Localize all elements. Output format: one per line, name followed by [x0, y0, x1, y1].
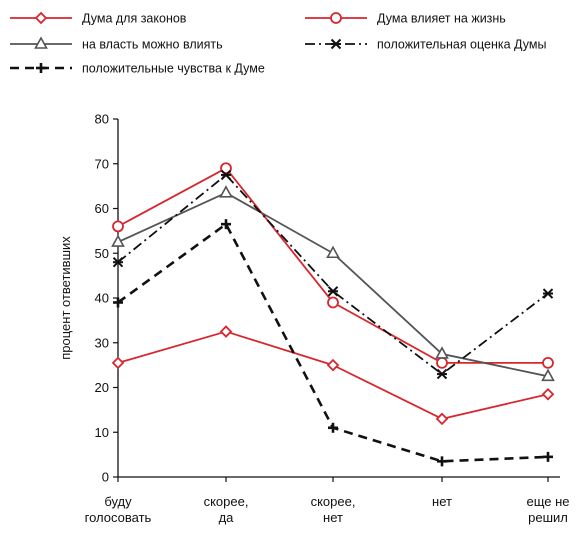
data-point — [220, 169, 232, 181]
series — [111, 325, 555, 426]
data-point — [543, 451, 553, 462]
data-point — [113, 297, 123, 308]
data-point — [219, 325, 233, 338]
legend: Дума для законов Дума влияет на жизнь на в… — [10, 12, 546, 76]
data-point — [435, 346, 449, 359]
data-point — [112, 256, 124, 268]
axes: 0 10 20 30 40 50 60 70 80 буду голосовать скорее, да… — [58, 112, 570, 526]
legend-item: положительная оценка Думы — [305, 38, 546, 52]
data-point — [111, 234, 125, 247]
x-tick-label: нет — [432, 494, 452, 509]
data-point — [542, 356, 554, 369]
legend-marker — [34, 11, 48, 25]
y-tick-label: 30 — [95, 335, 109, 350]
x-tick-label: еще не решил — [526, 494, 569, 525]
series — [113, 219, 553, 467]
legend-label: на власть можно влиять — [82, 38, 223, 52]
data-point — [436, 368, 448, 380]
data-point — [328, 422, 338, 433]
legend-marker — [330, 38, 342, 50]
legend-marker — [330, 12, 342, 24]
x-tick-label: скорее, да — [204, 494, 249, 525]
data-point — [327, 286, 339, 297]
legend-marker — [36, 63, 46, 73]
data-point — [541, 368, 555, 382]
data-point — [220, 162, 232, 175]
series — [112, 169, 554, 380]
y-tick-label: 0 — [102, 470, 109, 485]
y-tick-label: 10 — [95, 425, 109, 440]
legend-label: положительная оценка Думы — [377, 38, 546, 52]
legend-item: положительные чувства к Думе — [10, 62, 265, 76]
x-tick-label: скорее, нет — [311, 494, 356, 525]
legend-item: Дума для законов — [10, 12, 187, 26]
series-group — [111, 162, 555, 467]
y-tick-label: 20 — [95, 380, 109, 395]
data-point — [437, 456, 447, 467]
data-point — [541, 387, 555, 401]
data-point — [112, 220, 124, 233]
data-point — [221, 219, 231, 230]
series-line — [117, 330, 549, 420]
y-tick-label: 60 — [95, 201, 109, 216]
y-tick-label: 40 — [95, 291, 109, 306]
series-line — [117, 191, 549, 378]
y-tick-label: 70 — [95, 156, 109, 171]
series — [112, 162, 554, 369]
legend-label: Дума для законов — [82, 12, 187, 26]
data-point — [327, 296, 339, 309]
data-point — [435, 412, 449, 426]
legend-label: положительные чувства к Думе — [82, 62, 265, 76]
series-line — [117, 167, 548, 364]
y-tick-label: 80 — [95, 112, 109, 127]
data-point — [542, 288, 554, 299]
data-point — [326, 358, 340, 372]
data-point — [219, 185, 233, 198]
y-axis-label: процент ответивших — [58, 236, 73, 360]
legend-label: Дума влияет на жизнь — [377, 12, 506, 26]
series — [111, 185, 555, 382]
data-point — [436, 356, 448, 369]
data-point — [326, 245, 340, 259]
legend-item: на власть можно влиять — [10, 36, 223, 52]
y-tick-label: 50 — [95, 246, 109, 261]
data-point — [111, 356, 125, 370]
x-tick-label: буду голосовать — [85, 494, 152, 525]
legend-item: Дума влияет на жизнь — [305, 12, 506, 26]
legend-marker — [34, 36, 48, 49]
